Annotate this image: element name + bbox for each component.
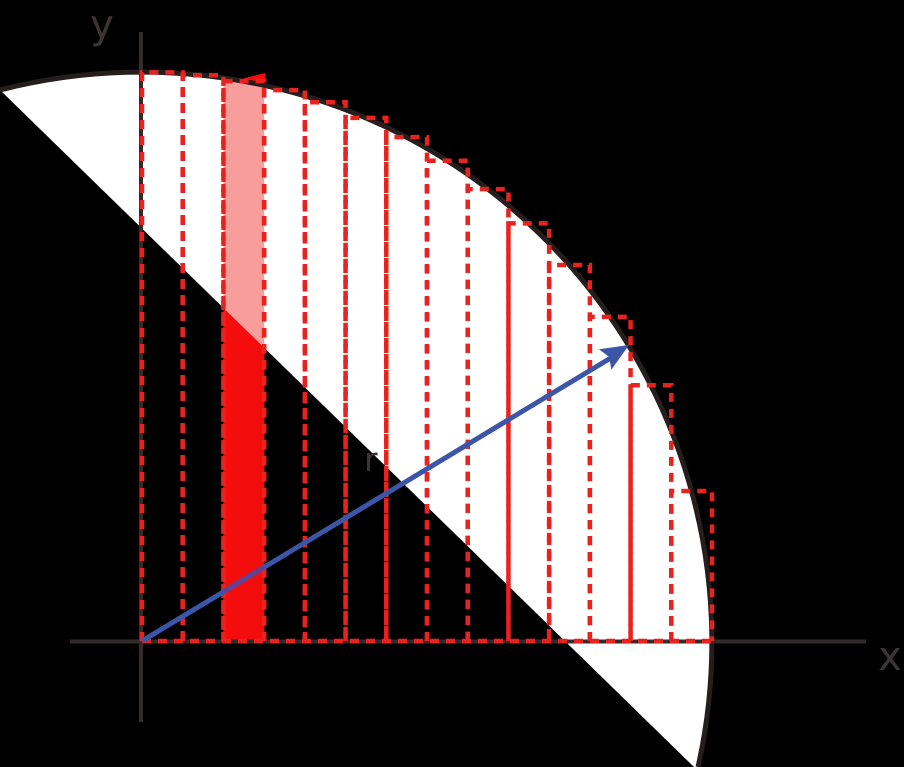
- riemann-rect: [465, 186, 511, 641]
- riemann-rect: [506, 221, 552, 641]
- y-axis-label: y: [90, 2, 114, 48]
- radius-arrowhead: [598, 345, 629, 370]
- circle-arc-stroke: [0, 69, 715, 767]
- circle-segment-fill: [0, 72, 712, 767]
- highlight-rect-red-lower: [223, 308, 265, 641]
- radius-label: r: [364, 440, 378, 479]
- riemann-rect: [302, 100, 348, 641]
- x-axis-label: x: [878, 634, 902, 680]
- riemann-rectangles: [139, 70, 715, 641]
- riemann-rect: [343, 115, 389, 641]
- riemann-rect: [587, 314, 633, 641]
- riemann-rect: [424, 158, 470, 641]
- riemann-rect: [628, 383, 674, 641]
- radius-line: [140, 354, 615, 644]
- radius-line-overlap-segment: [222, 564, 266, 594]
